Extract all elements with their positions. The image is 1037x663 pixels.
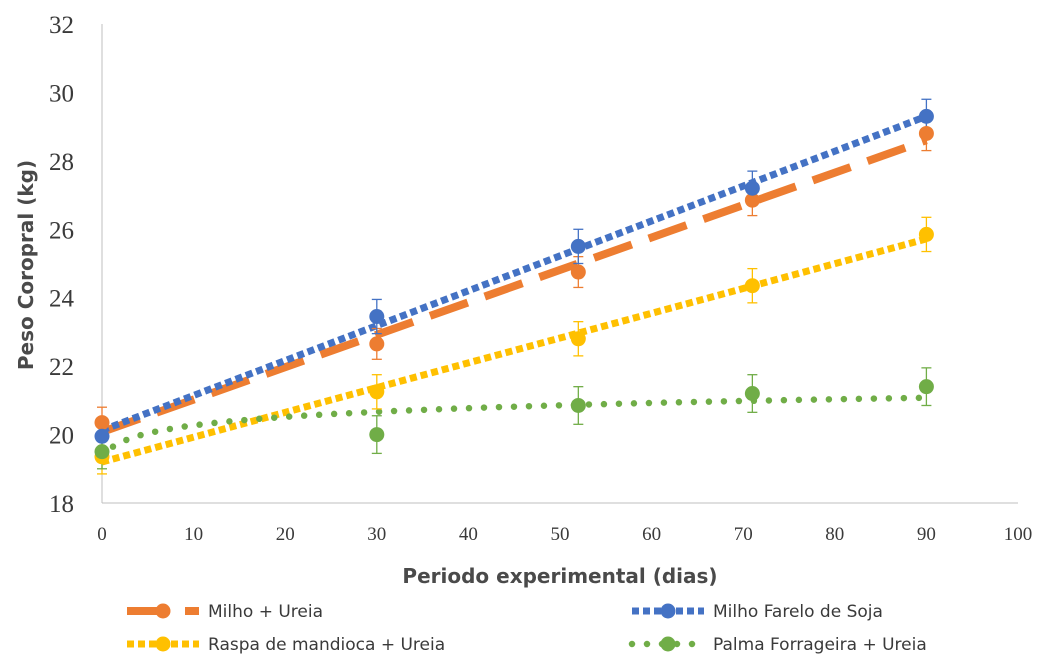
x-tick-label: 100 (1004, 524, 1033, 545)
data-point (918, 226, 934, 242)
data-point (94, 444, 110, 460)
x-tick-label: 0 (97, 524, 107, 545)
legend-label: Palma Forrageira + Ureia (713, 635, 927, 655)
data-point (918, 379, 934, 395)
data-point (570, 264, 586, 280)
legend-label: Raspa de mandioca + Ureia (208, 635, 445, 655)
trendlines (98, 113, 930, 466)
x-tick-label: 70 (734, 524, 753, 545)
y-tick-label: 24 (49, 286, 75, 313)
legend-marker (155, 636, 171, 652)
data-points (94, 108, 934, 465)
data-point (94, 415, 110, 431)
data-point (570, 331, 586, 347)
data-point (918, 125, 934, 141)
data-point (369, 336, 385, 352)
axes (101, 24, 1018, 504)
legend-label: Milho Farelo de Soja (713, 602, 883, 622)
data-point (94, 428, 110, 444)
data-point (369, 384, 385, 400)
x-tick-label: 10 (184, 524, 203, 545)
trendline (100, 113, 928, 434)
legend-marker (155, 603, 171, 619)
x-tick-label: 90 (917, 524, 936, 545)
legend-marker (660, 636, 676, 652)
legend-marker (660, 603, 676, 619)
y-tick-label: 30 (49, 80, 74, 107)
tick-labels: 18 20 22 24 26 28 30 32 0 10 20 30 40 50 60 70 80 90 100 (49, 12, 1032, 545)
data-point (744, 180, 760, 196)
data-point (744, 192, 760, 208)
y-tick-label: 20 (49, 423, 74, 450)
x-tick-label: 40 (459, 524, 478, 545)
data-point (570, 238, 586, 254)
trendline (98, 394, 930, 461)
data-point (369, 427, 385, 443)
y-tick-label: 32 (49, 12, 74, 39)
x-tick-label: 20 (276, 524, 295, 545)
data-point (744, 386, 760, 402)
data-point (918, 108, 934, 124)
legend-label: Milho + Ureia (208, 602, 323, 622)
x-tick-label: 80 (825, 524, 844, 545)
y-tick-label: 18 (49, 491, 74, 518)
x-tick-label: 60 (642, 524, 661, 545)
legend: Milho + Ureia Milho Farelo de Soja Raspa d… (127, 602, 927, 655)
x-axis-title: Periodo experimental (dias) (402, 564, 717, 588)
data-point (744, 278, 760, 294)
trendline (100, 136, 928, 436)
x-tick-label: 30 (367, 524, 386, 545)
y-tick-label: 22 (49, 354, 74, 381)
y-axis-title: Peso Coropral (kg) (14, 160, 38, 370)
data-point (570, 397, 586, 413)
data-point (369, 309, 385, 325)
y-tick-label: 28 (49, 149, 74, 176)
y-tick-label: 26 (49, 217, 74, 244)
x-tick-label: 50 (551, 524, 570, 545)
